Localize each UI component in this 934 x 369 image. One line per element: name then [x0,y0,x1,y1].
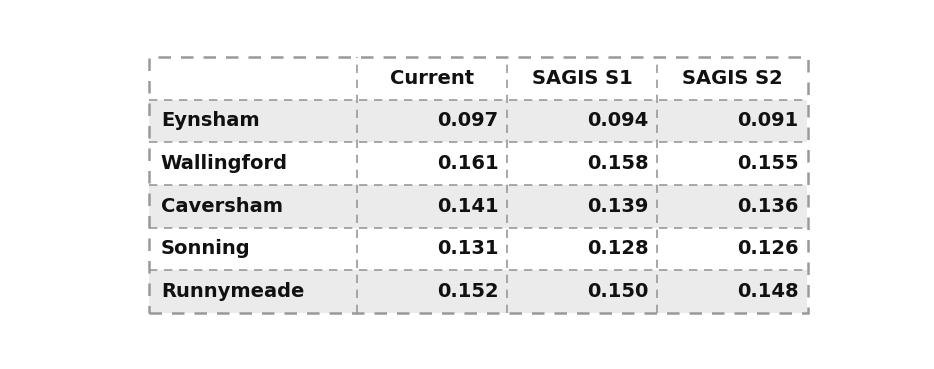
Bar [357,270,507,313]
Bar [149,185,357,228]
Text: 0.141: 0.141 [437,197,499,216]
Bar [658,228,807,270]
Text: 0.139: 0.139 [587,197,648,216]
Bar [149,57,357,100]
Text: 0.152: 0.152 [437,282,499,301]
Bar [507,100,658,142]
Bar [658,185,807,228]
Text: 0.148: 0.148 [737,282,799,301]
Text: 0.097: 0.097 [437,111,499,131]
Bar [357,142,507,185]
Text: 0.091: 0.091 [738,111,799,131]
Bar [149,270,357,313]
Bar [507,185,658,228]
Bar [658,57,807,100]
Text: 0.094: 0.094 [587,111,648,131]
Text: Wallingford: Wallingford [161,154,288,173]
Text: Caversham: Caversham [161,197,283,216]
Text: Eynsham: Eynsham [161,111,260,131]
Bar [357,185,507,228]
Bar [658,270,807,313]
Bar [149,100,357,142]
Text: 0.128: 0.128 [587,239,648,258]
Text: 0.136: 0.136 [737,197,799,216]
Bar [507,228,658,270]
Text: 0.155: 0.155 [737,154,799,173]
Text: Sonning: Sonning [161,239,250,258]
Text: 0.150: 0.150 [587,282,648,301]
Text: SAGIS S1: SAGIS S1 [531,69,632,88]
Text: Current: Current [389,69,474,88]
Bar [507,142,658,185]
Bar [658,142,807,185]
Bar [357,100,507,142]
Text: SAGIS S2: SAGIS S2 [682,69,783,88]
Bar [357,57,507,100]
Text: Runnymeade: Runnymeade [161,282,304,301]
Bar [507,57,658,100]
Text: 0.161: 0.161 [437,154,499,173]
Bar [507,270,658,313]
Bar [658,100,807,142]
Bar [357,228,507,270]
Text: 0.158: 0.158 [587,154,648,173]
Text: 0.131: 0.131 [437,239,499,258]
Text: 0.126: 0.126 [737,239,799,258]
Bar [149,228,357,270]
Bar [149,142,357,185]
